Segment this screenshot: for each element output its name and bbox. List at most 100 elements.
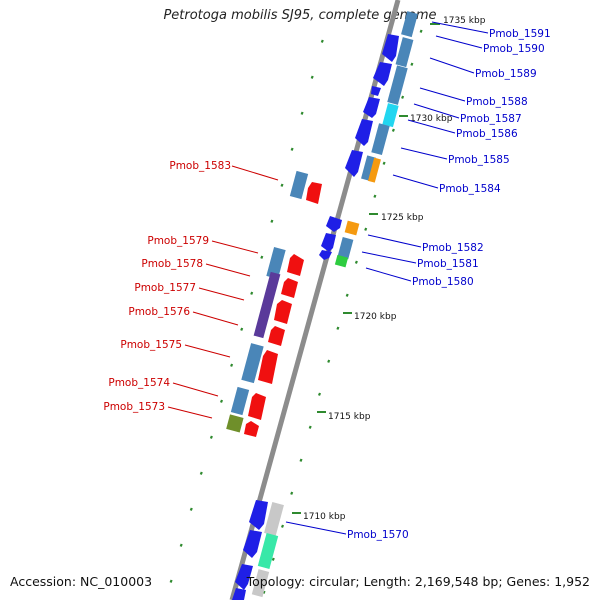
tick-label: 1725 kbp xyxy=(381,213,424,223)
gene-block[interactable] xyxy=(371,86,381,96)
gene-label[interactable]: Pmob_1588 xyxy=(466,96,528,108)
gene-block[interactable] xyxy=(401,11,418,38)
gene-block[interactable] xyxy=(257,533,279,569)
gene-label[interactable]: Pmob_1581 xyxy=(417,258,479,270)
gene-block[interactable] xyxy=(387,65,408,105)
guide-dot xyxy=(317,392,322,396)
guide-dot xyxy=(280,183,284,187)
gene-label[interactable]: Pmob_1579 xyxy=(147,235,209,247)
gene-label[interactable]: Pmob_1587 xyxy=(460,113,522,125)
gene-block[interactable] xyxy=(319,250,332,260)
gene-block[interactable] xyxy=(226,414,244,433)
gene-block[interactable] xyxy=(334,254,349,268)
gene-block[interactable] xyxy=(395,37,414,68)
gene-block[interactable] xyxy=(251,569,270,598)
guide-dot xyxy=(230,363,234,367)
gene-label[interactable]: Pmob_1585 xyxy=(448,154,510,166)
map-title: Petrotoga mobilis SJ95, complete genome xyxy=(163,8,437,23)
gene-block[interactable] xyxy=(371,123,390,156)
gene-label[interactable]: Pmob_1591 xyxy=(489,28,551,40)
forward-genes-middle xyxy=(319,216,360,268)
gene-block[interactable] xyxy=(306,182,322,204)
gene-block[interactable] xyxy=(287,254,304,276)
guide-dot xyxy=(290,147,294,151)
guide-dot xyxy=(199,471,203,475)
gene-label[interactable]: Pmob_1576 xyxy=(128,306,190,318)
gene-block[interactable] xyxy=(326,216,342,232)
gene-block[interactable] xyxy=(241,343,264,384)
gene-block[interactable] xyxy=(345,150,363,177)
gene-block[interactable] xyxy=(274,300,292,324)
guide-dot xyxy=(382,161,386,165)
tick-label: 1730 kbp xyxy=(410,114,453,124)
gene-block[interactable] xyxy=(367,157,381,183)
gene-block[interactable] xyxy=(382,103,399,128)
tick-1720: 1720 kbp xyxy=(343,312,397,322)
gene-block[interactable] xyxy=(248,393,266,420)
gene-block[interactable] xyxy=(344,220,360,236)
gene-block[interactable] xyxy=(243,530,262,558)
gene-block[interactable] xyxy=(258,350,278,384)
guide-dot xyxy=(410,62,414,66)
reverse-labels: Pmob_1583 Pmob_1579 Pmob_1578 Pmob_1577 … xyxy=(103,160,231,413)
guide-dot xyxy=(260,255,264,259)
gene-block[interactable] xyxy=(244,421,259,437)
gene-label[interactable]: Pmob_1583 xyxy=(169,160,231,172)
gene-block[interactable] xyxy=(337,237,354,260)
gene-block[interactable] xyxy=(355,119,373,146)
guide-dots xyxy=(169,29,423,594)
gene-block[interactable] xyxy=(281,278,298,298)
gene-block[interactable] xyxy=(373,62,392,86)
gene-label[interactable]: Pmob_1584 xyxy=(439,183,501,195)
gene-block[interactable] xyxy=(382,34,399,62)
gene-label[interactable]: Pmob_1590 xyxy=(483,43,545,55)
gene-block[interactable] xyxy=(268,326,285,346)
gene-label[interactable]: Pmob_1589 xyxy=(475,68,537,80)
gene-label[interactable]: Pmob_1582 xyxy=(422,242,484,254)
gene-block[interactable] xyxy=(361,155,376,181)
guide-dot xyxy=(240,327,244,331)
guide-dot xyxy=(271,557,275,561)
guide-dot xyxy=(179,543,183,547)
gene-label[interactable]: Pmob_1574 xyxy=(108,377,170,389)
reverse-leaders xyxy=(167,165,279,419)
gene-label[interactable]: Pmob_1570 xyxy=(347,529,409,541)
forward-genes-bottom xyxy=(232,500,284,600)
gene-block[interactable] xyxy=(232,588,246,600)
gene-block[interactable] xyxy=(289,170,309,200)
guide-dot xyxy=(391,128,395,132)
gene-block[interactable] xyxy=(235,564,253,590)
gene-label[interactable]: Pmob_1577 xyxy=(134,282,196,294)
gene-block[interactable] xyxy=(266,246,286,280)
gene-block[interactable] xyxy=(230,386,250,416)
accession-text: Accession: NC_010003 xyxy=(10,574,153,589)
guide-dot xyxy=(290,491,294,495)
gene-block[interactable] xyxy=(363,97,380,118)
tick-1715: 1715 kbp xyxy=(317,411,371,422)
guide-dot xyxy=(262,590,266,594)
gene-label[interactable]: Pmob_1578 xyxy=(141,258,203,270)
gene-label[interactable]: Pmob_1573 xyxy=(103,401,165,413)
guide-dot xyxy=(336,326,340,330)
tick-1735: 1735 kbp xyxy=(430,16,486,26)
tick-1710: 1710 kbp xyxy=(292,512,346,522)
guide-dot xyxy=(320,39,324,43)
tick-label: 1735 kbp xyxy=(443,16,486,26)
forward-labels: Pmob_1591 Pmob_1590 Pmob_1589 Pmob_1588 … xyxy=(347,28,551,541)
forward-genes-top xyxy=(345,11,418,183)
gene-block[interactable] xyxy=(253,271,281,339)
gene-label[interactable]: Pmob_1580 xyxy=(412,276,474,288)
gene-label[interactable]: Pmob_1575 xyxy=(120,339,182,351)
gene-block[interactable] xyxy=(249,500,268,530)
guide-dot xyxy=(401,95,405,99)
gene-label[interactable]: Pmob_1586 xyxy=(456,128,518,140)
guide-dot xyxy=(364,227,368,231)
guide-dot xyxy=(419,29,423,33)
guide-dot xyxy=(373,194,377,198)
gene-block[interactable] xyxy=(264,501,284,537)
tick-label: 1715 kbp xyxy=(328,412,371,422)
guide-dot xyxy=(250,291,254,295)
guide-dot xyxy=(308,425,312,429)
gene-block[interactable] xyxy=(321,233,336,252)
